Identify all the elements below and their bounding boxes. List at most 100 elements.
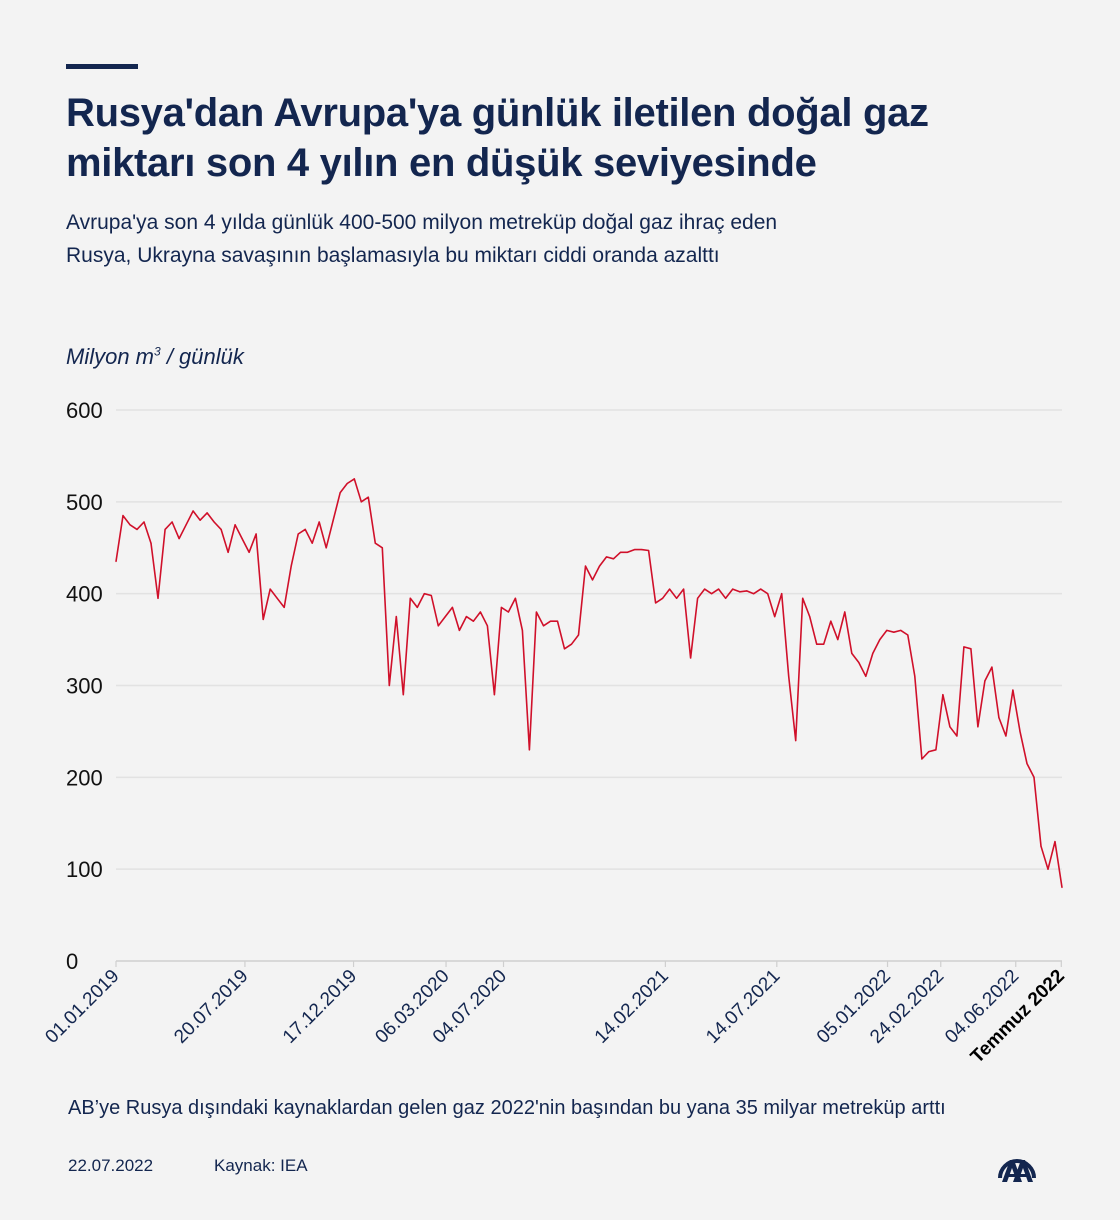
data-point (1019, 730, 1021, 733)
data-point (318, 521, 320, 523)
data-point (563, 648, 566, 650)
data-point (206, 512, 208, 514)
data-point (921, 758, 923, 760)
data-point (199, 519, 201, 521)
x-tick-label: 20.07.2019 (170, 966, 252, 1048)
data-point (185, 524, 187, 526)
x-tick-label: 14.07.2021 (702, 966, 784, 1048)
data-point (192, 510, 194, 512)
data-point (823, 643, 825, 645)
data-point (213, 521, 215, 523)
data-point (507, 611, 510, 613)
data-point (136, 528, 138, 530)
data-point (605, 556, 608, 558)
data-point (633, 548, 636, 551)
data-point (1005, 735, 1007, 737)
y-tick-label: 400 (66, 582, 103, 607)
data-point (683, 588, 685, 590)
data-point (297, 533, 299, 535)
series-line (115, 478, 1063, 888)
source-label: Kaynak: IEA (214, 1156, 308, 1175)
y-tick-label: 600 (66, 398, 103, 423)
data-point (122, 515, 124, 517)
data-point (353, 478, 355, 480)
data-point (227, 551, 229, 553)
data-point (388, 684, 390, 687)
data-point (935, 749, 937, 751)
data-point (675, 597, 678, 599)
data-point (276, 597, 278, 599)
data-point (402, 694, 404, 696)
data-point (591, 579, 594, 581)
data-point (732, 588, 734, 590)
data-point (444, 616, 446, 618)
data-point (795, 740, 797, 742)
data-point (661, 597, 664, 599)
data-point (598, 565, 601, 567)
data-point (584, 565, 587, 567)
data-point (907, 634, 909, 636)
data-point (654, 602, 657, 604)
data-point (577, 634, 580, 636)
data-point (157, 597, 159, 599)
data-point (339, 492, 341, 494)
data-point (171, 521, 173, 523)
data-point (956, 735, 958, 737)
data-point (612, 558, 615, 560)
data-point (704, 588, 706, 590)
data-point (998, 717, 1000, 719)
data-point (542, 625, 545, 627)
data-point (311, 542, 313, 544)
aa-logo (996, 1148, 1038, 1189)
data-point (788, 675, 790, 677)
data-point (697, 597, 699, 599)
data-point (234, 524, 236, 526)
data-point (304, 528, 306, 530)
y-tick-label: 200 (66, 765, 103, 790)
data-point (472, 620, 474, 622)
data-point (816, 643, 818, 645)
data-point (493, 694, 495, 696)
data-point (963, 646, 965, 648)
data-point (802, 597, 804, 599)
data-point (220, 528, 222, 530)
data-point (977, 726, 979, 728)
data-point (500, 606, 503, 609)
data-point (514, 597, 517, 599)
data-point (1061, 886, 1063, 889)
data-point (521, 629, 524, 632)
data-point (1012, 689, 1014, 691)
data-point (486, 625, 488, 627)
data-point (739, 591, 741, 593)
data-point (781, 593, 783, 595)
data-point (1047, 868, 1049, 870)
data-point (809, 616, 811, 618)
data-point (367, 496, 369, 498)
data-point (549, 620, 552, 622)
data-point (332, 519, 334, 521)
data-point (872, 652, 874, 654)
data-point (725, 597, 727, 599)
data-point (830, 620, 832, 622)
data-point (178, 537, 180, 540)
data-point (115, 560, 117, 563)
data-point (465, 616, 467, 618)
data-point (640, 548, 643, 551)
y-tick-label: 0 (66, 949, 78, 974)
data-point (248, 551, 250, 553)
data-point (458, 629, 460, 632)
data-point (283, 606, 285, 609)
data-point (423, 593, 425, 595)
page-title: Rusya'dan Avrupa'ya günlük iletilen doğa… (66, 91, 929, 185)
data-point (269, 588, 271, 590)
data-point (129, 524, 131, 526)
y-tick-label: 100 (66, 857, 103, 882)
data-point (844, 611, 846, 613)
data-point (774, 616, 776, 618)
data-point (893, 631, 895, 633)
data-point (991, 666, 993, 668)
y-tick-label: 500 (66, 490, 103, 515)
data-point (746, 590, 748, 592)
data-point (928, 751, 930, 753)
data-point (718, 588, 720, 590)
